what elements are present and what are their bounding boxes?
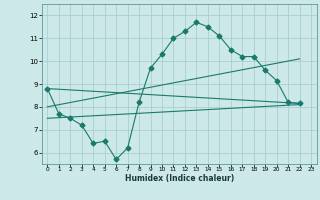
X-axis label: Humidex (Indice chaleur): Humidex (Indice chaleur) [124, 174, 234, 183]
